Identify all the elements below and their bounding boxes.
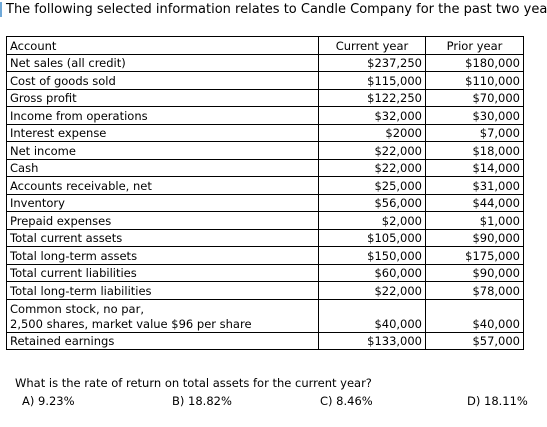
row-current-value: $133,000 bbox=[318, 331, 426, 350]
table-row: Common stock, no par, 2,500 shares, marke… bbox=[6, 298, 524, 333]
row-prior-value: $175,000 bbox=[425, 246, 524, 265]
row-account: Cash bbox=[6, 158, 319, 177]
table-row: Cost of goods sold $115,000 $110,000 bbox=[6, 71, 524, 90]
row-prior-value: $1,000 bbox=[425, 211, 524, 230]
row-current-value: $22,000 bbox=[318, 141, 426, 160]
row-prior-value: $31,000 bbox=[425, 176, 524, 195]
row-account: Total long-term assets bbox=[6, 246, 319, 265]
choice-b[interactable]: B) 18.82% bbox=[172, 394, 232, 408]
row-account: Cost of goods sold bbox=[6, 71, 319, 90]
table-header-row: Account Current year Prior year bbox=[6, 36, 524, 55]
row-prior-value: $90,000 bbox=[425, 228, 524, 247]
row-prior-value: $40,000 bbox=[425, 298, 524, 333]
financial-data-table: Account Current year Prior year Net sale… bbox=[6, 36, 524, 350]
row-prior-value: $7,000 bbox=[425, 123, 524, 142]
table-row: Net income $22,000 $18,000 bbox=[6, 141, 524, 160]
row-account: Income from operations bbox=[6, 106, 319, 125]
row-current-value: $150,000 bbox=[318, 246, 426, 265]
table-row: Total long-term liabilities $22,000 $78,… bbox=[6, 281, 524, 300]
row-account: Inventory bbox=[6, 193, 319, 212]
row-account: Gross profit bbox=[6, 88, 319, 107]
question-text: What is the rate of return on total asse… bbox=[15, 376, 372, 390]
row-prior-value: $78,000 bbox=[425, 281, 524, 300]
row-current-value: $56,000 bbox=[318, 193, 426, 212]
row-prior-value: $90,000 bbox=[425, 263, 524, 282]
row-account: Total current assets bbox=[6, 228, 319, 247]
table-row: Gross profit $122,250 $70,000 bbox=[6, 88, 524, 107]
row-prior-value: $110,000 bbox=[425, 71, 524, 90]
header-prior-year: Prior year bbox=[425, 36, 524, 55]
choice-a[interactable]: A) 9.23% bbox=[22, 394, 75, 408]
intro-text: The following selected information relat… bbox=[6, 2, 547, 17]
choice-d[interactable]: D) 18.11% bbox=[467, 394, 528, 408]
row-prior-value: $44,000 bbox=[425, 193, 524, 212]
table-row: Retained earnings $133,000 $57,000 bbox=[6, 331, 524, 350]
table-row: Accounts receivable, net $25,000 $31,000 bbox=[6, 176, 524, 195]
row-account: Accounts receivable, net bbox=[6, 176, 319, 195]
row-current-value: $40,000 bbox=[318, 298, 426, 333]
row-account: Total long-term liabilities bbox=[6, 281, 319, 300]
row-account: Total current liabilities bbox=[6, 263, 319, 282]
row-prior-value: $70,000 bbox=[425, 88, 524, 107]
row-current-value: $2,000 bbox=[318, 211, 426, 230]
row-account: Retained earnings bbox=[6, 331, 319, 350]
row-current-value: $60,000 bbox=[318, 263, 426, 282]
row-current-value: $2000 bbox=[318, 123, 426, 142]
table-row: Total current assets $105,000 $90,000 bbox=[6, 228, 524, 247]
row-prior-value: $14,000 bbox=[425, 158, 524, 177]
table-row: Prepaid expenses $2,000 $1,000 bbox=[6, 211, 524, 230]
table-row: Cash $22,000 $14,000 bbox=[6, 158, 524, 177]
row-prior-value: $180,000 bbox=[425, 53, 524, 72]
row-current-value: $22,000 bbox=[318, 158, 426, 177]
row-current-value: $115,000 bbox=[318, 71, 426, 90]
header-account: Account bbox=[6, 36, 319, 55]
table-row: Net sales (all credit) $237,250 $180,000 bbox=[6, 53, 524, 72]
row-account: Net income bbox=[6, 141, 319, 160]
row-account: Net sales (all credit) bbox=[6, 53, 319, 72]
table-row: Inventory $56,000 $44,000 bbox=[6, 193, 524, 212]
row-account-line1: Common stock, no par, bbox=[10, 301, 144, 316]
header-current-year: Current year bbox=[318, 36, 426, 55]
choice-c[interactable]: C) 8.46% bbox=[320, 394, 373, 408]
table-row: Interest expense $2000 $7,000 bbox=[6, 123, 524, 142]
row-prior-value: $18,000 bbox=[425, 141, 524, 160]
row-prior-value: $57,000 bbox=[425, 331, 524, 350]
row-current-value: $25,000 bbox=[318, 176, 426, 195]
row-account: Prepaid expenses bbox=[6, 211, 319, 230]
row-prior-value: $30,000 bbox=[425, 106, 524, 125]
row-current-value: $237,250 bbox=[318, 53, 426, 72]
row-current-value: $122,250 bbox=[318, 88, 426, 107]
left-margin-marker bbox=[0, 2, 2, 17]
row-account: Common stock, no par, 2,500 shares, marke… bbox=[6, 298, 319, 333]
row-account-line2: 2,500 shares, market value $96 per share bbox=[10, 316, 252, 331]
row-current-value: $105,000 bbox=[318, 228, 426, 247]
table-row: Income from operations $32,000 $30,000 bbox=[6, 106, 524, 125]
table-row: Total current liabilities $60,000 $90,00… bbox=[6, 263, 524, 282]
row-current-value: $32,000 bbox=[318, 106, 426, 125]
row-account: Interest expense bbox=[6, 123, 319, 142]
row-current-value: $22,000 bbox=[318, 281, 426, 300]
table-row: Total long-term assets $150,000 $175,000 bbox=[6, 246, 524, 265]
